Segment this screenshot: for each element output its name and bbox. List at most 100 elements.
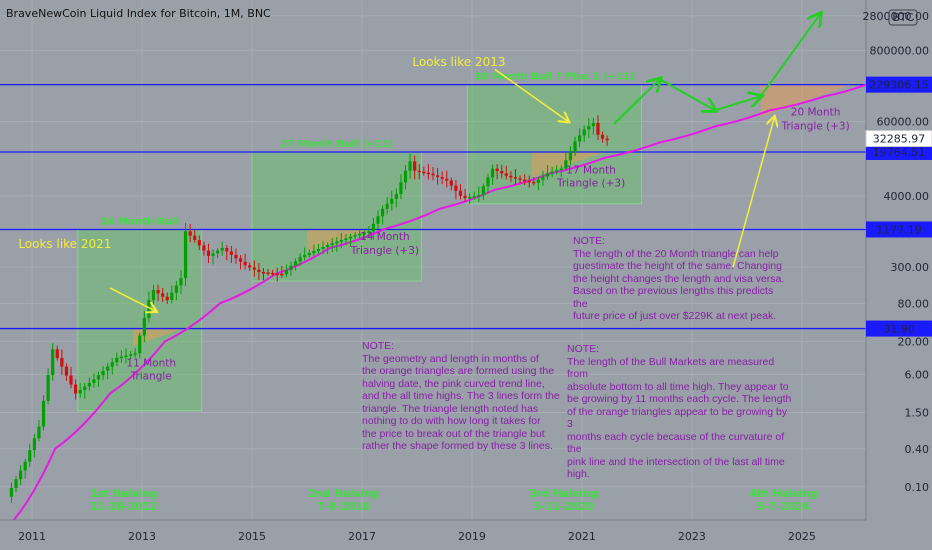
candle-body[interactable] bbox=[312, 251, 316, 254]
candle-body[interactable] bbox=[431, 173, 435, 176]
candle-body[interactable] bbox=[92, 379, 96, 383]
candle-body[interactable] bbox=[316, 249, 321, 252]
candle-body[interactable] bbox=[275, 273, 279, 275]
candle-body[interactable] bbox=[248, 265, 252, 268]
candle-body[interactable] bbox=[504, 173, 508, 176]
candle-body[interactable] bbox=[193, 235, 197, 241]
candle-body[interactable] bbox=[564, 160, 568, 169]
candle-body[interactable] bbox=[289, 265, 293, 271]
candle-body[interactable] bbox=[541, 176, 545, 180]
candle-body[interactable] bbox=[532, 181, 536, 184]
candle-body[interactable] bbox=[271, 272, 275, 275]
candle-body[interactable] bbox=[225, 247, 229, 252]
candle-body[interactable] bbox=[197, 240, 201, 246]
candle-body[interactable] bbox=[335, 241, 339, 244]
candle-body[interactable] bbox=[138, 335, 142, 354]
candle-body[interactable] bbox=[96, 375, 101, 380]
candle-body[interactable] bbox=[445, 178, 449, 181]
candle-body[interactable] bbox=[440, 177, 444, 179]
candles[interactable] bbox=[9, 115, 609, 503]
candle-body[interactable] bbox=[32, 438, 36, 451]
time-axis[interactable]: 2011 2013 2015 2017 2019 2021 2023 2025 bbox=[18, 530, 816, 543]
horizontal-levels[interactable] bbox=[0, 84, 866, 330]
candle-body[interactable] bbox=[234, 254, 238, 259]
candle-body[interactable] bbox=[568, 152, 573, 161]
candle-body[interactable] bbox=[293, 261, 298, 266]
candle-body[interactable] bbox=[303, 255, 307, 258]
candle-body[interactable] bbox=[51, 349, 55, 376]
candle-body[interactable] bbox=[142, 317, 146, 336]
candle-body[interactable] bbox=[307, 253, 311, 256]
candle-body[interactable] bbox=[229, 251, 233, 255]
candle-body[interactable] bbox=[261, 272, 266, 274]
candle-body[interactable] bbox=[9, 487, 14, 497]
candle-body[interactable] bbox=[486, 177, 490, 187]
candle-body[interactable] bbox=[417, 170, 421, 173]
candle-body[interactable] bbox=[358, 233, 362, 236]
candle-body[interactable] bbox=[422, 171, 426, 174]
candle-body[interactable] bbox=[161, 293, 165, 297]
candle-body[interactable] bbox=[37, 426, 41, 439]
candle-body[interactable] bbox=[380, 208, 385, 217]
candle-body[interactable] bbox=[596, 122, 600, 135]
candle-body[interactable] bbox=[527, 180, 531, 183]
candle-body[interactable] bbox=[472, 196, 476, 198]
trend-curve[interactable] bbox=[12, 83, 867, 521]
candle-body[interactable] bbox=[321, 246, 325, 250]
candle-body[interactable] bbox=[518, 178, 522, 180]
candle-body[interactable] bbox=[509, 175, 513, 178]
candle-body[interactable] bbox=[367, 231, 371, 233]
candle-body[interactable] bbox=[435, 175, 440, 178]
candle-body[interactable] bbox=[545, 173, 550, 177]
candle-body[interactable] bbox=[83, 386, 87, 390]
candle-body[interactable] bbox=[174, 285, 179, 293]
candle-body[interactable] bbox=[165, 296, 169, 301]
candle-body[interactable] bbox=[280, 273, 284, 276]
candle-body[interactable] bbox=[19, 470, 23, 480]
candle-body[interactable] bbox=[298, 257, 302, 262]
candle-body[interactable] bbox=[266, 272, 270, 274]
candle-body[interactable] bbox=[46, 375, 50, 401]
candle-body[interactable] bbox=[362, 232, 366, 235]
candle-body[interactable] bbox=[238, 258, 243, 262]
candle-body[interactable] bbox=[559, 168, 563, 171]
candle-body[interactable] bbox=[376, 216, 380, 224]
candle-body[interactable] bbox=[326, 244, 330, 247]
candle-body[interactable] bbox=[390, 198, 394, 204]
candle-body[interactable] bbox=[477, 195, 481, 197]
candle-body[interactable] bbox=[124, 355, 128, 358]
candle-body[interactable] bbox=[216, 250, 220, 254]
candle-body[interactable] bbox=[605, 138, 609, 141]
currency-badge[interactable]: BTC bbox=[888, 9, 918, 26]
candle-body[interactable] bbox=[413, 161, 417, 171]
candle-body[interactable] bbox=[220, 247, 224, 251]
candle-body[interactable] bbox=[385, 203, 389, 209]
candle-body[interactable] bbox=[119, 356, 124, 359]
candle-body[interactable] bbox=[188, 231, 192, 236]
candle-body[interactable] bbox=[87, 382, 91, 387]
candle-body[interactable] bbox=[179, 278, 183, 286]
candle-body[interactable] bbox=[128, 354, 133, 356]
candle-body[interactable] bbox=[14, 479, 18, 488]
candle-body[interactable] bbox=[156, 289, 160, 294]
candle-body[interactable] bbox=[403, 170, 408, 183]
candle-body[interactable] bbox=[243, 261, 247, 266]
candle-body[interactable] bbox=[60, 357, 64, 367]
candle-body[interactable] bbox=[133, 353, 137, 355]
candle-body[interactable] bbox=[344, 238, 348, 241]
candle-body[interactable] bbox=[284, 270, 288, 275]
candle-body[interactable] bbox=[252, 267, 256, 270]
candle-body[interactable] bbox=[500, 170, 504, 174]
candle-body[interactable] bbox=[202, 245, 206, 251]
price-axis[interactable]: 229306.15 19764.51 1177.19 31.90 2800000.00 8… bbox=[863, 10, 932, 494]
level-tag[interactable] bbox=[866, 320, 932, 337]
candle-body[interactable] bbox=[523, 179, 527, 182]
candle-body[interactable] bbox=[587, 126, 591, 130]
candle-body[interactable] bbox=[550, 171, 554, 174]
candle-body[interactable] bbox=[101, 370, 105, 376]
candle-body[interactable] bbox=[490, 168, 495, 178]
candle-body[interactable] bbox=[206, 250, 211, 256]
level-tag[interactable] bbox=[866, 76, 932, 93]
candle-body[interactable] bbox=[257, 269, 261, 273]
candle-body[interactable] bbox=[458, 190, 463, 196]
